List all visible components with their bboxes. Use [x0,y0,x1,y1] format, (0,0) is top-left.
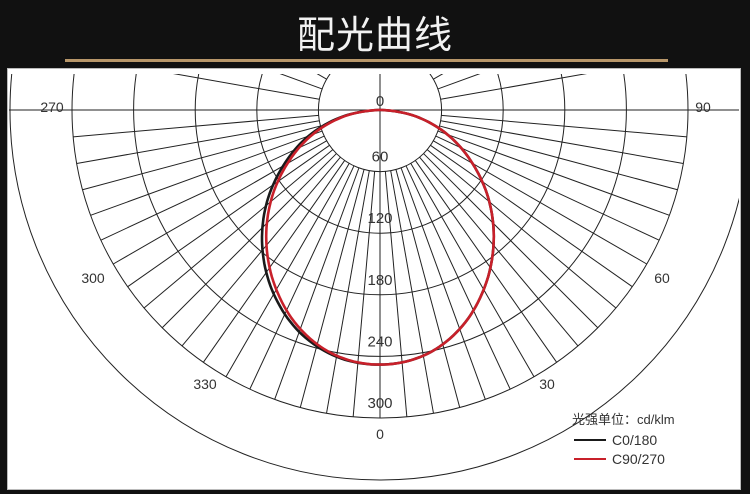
grid-spoke [395,169,461,408]
legend-label-c90: C90/270 [612,451,665,467]
grid-spoke [352,171,376,417]
grid-spoke [90,130,323,216]
grid-spoke [225,163,350,377]
grid-spoke [419,156,579,347]
grid-spoke [76,120,320,164]
grid-spoke-upper [427,0,677,70]
grid-spoke [390,170,434,414]
grid-spoke [274,167,360,400]
grid-spoke-upper [391,0,448,49]
angle-tick-labels: 270 300 330 0 30 60 90 [40,99,711,442]
chart-frame [7,68,741,490]
grid-spoke [410,163,535,377]
title-underline [65,59,668,62]
radial-label-240: 240 [367,333,392,350]
grid-spoke [405,165,511,390]
grid-spoke-upper [420,0,630,63]
grid-spoke [326,170,370,414]
angle-label-330: 330 [193,376,217,392]
grid-spoke [433,140,647,265]
radial-tick-labels: 0 60 120 180 240 300 [367,93,392,412]
radial-label-300: 300 [367,395,392,412]
legend: 光强单位：cd/klm C0/180 C90/270 [572,412,675,467]
grid-spoke-upper [186,0,349,57]
angle-label-60: 60 [654,270,670,286]
grid-spoke [100,135,325,241]
grid-spoke [435,135,660,241]
page-title: 配光曲线 [296,13,453,57]
curves [260,108,496,366]
grid-spoke [423,153,599,329]
grid-spoke [113,140,327,265]
grid-spoke [439,125,678,191]
angle-label-0: 0 [376,426,384,442]
grid-spoke-upper [401,0,513,52]
radial-label-0: 0 [376,93,384,110]
radial-label-180: 180 [367,272,392,289]
grid-spoke [73,114,319,138]
grid-spoke [426,149,617,309]
angle-label-30: 30 [539,376,555,392]
grid-spoke [440,120,684,164]
grid-spoke-upper [437,74,481,90]
grid-spoke [161,153,337,329]
curve-C90-270 [264,108,496,366]
grid-spoke-upper [313,0,370,49]
grid-spoke-upper [279,74,323,90]
grid-spoke [181,156,341,347]
grid-spoke-upper [83,0,333,70]
grid-spoke [400,167,486,400]
grid-spoke-upper [316,74,327,80]
grid-spoke [441,114,687,138]
angle-label-270: 270 [40,99,64,115]
grid-spoke [82,125,321,191]
grid-spoke [437,130,670,216]
grid-spoke [143,149,334,309]
grid-spoke-upper [440,74,588,100]
grid-spoke-upper [247,0,359,52]
grid-spoke [127,144,330,288]
grid-spoke [249,165,355,390]
grid-spoke-upper [131,0,341,63]
angle-label-90: 90 [695,99,711,115]
grid-spoke-upper [433,74,444,80]
grid-spoke [414,160,558,363]
grid-spoke-upper [172,74,320,100]
radial-label-60: 60 [372,149,389,166]
legend-label-c0: C0/180 [612,432,657,448]
grid-spoke [384,171,408,417]
angle-label-300: 300 [81,270,105,286]
unit-label: 光强单位：cd/klm [572,412,675,427]
grid-spoke [202,160,346,363]
grid-spoke [299,169,365,408]
radial-label-120: 120 [367,210,392,227]
grid-spoke-upper [411,0,574,57]
grid-spoke [430,144,633,288]
